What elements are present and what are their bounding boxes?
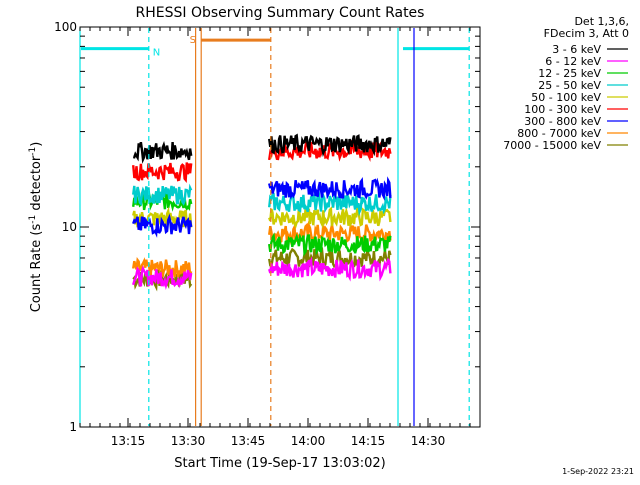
footer-timestamp: 1-Sep-2022 23:21 — [562, 467, 634, 476]
series-300-800-kev — [132, 176, 392, 238]
legend-label: 6 - 12 keV — [545, 55, 601, 68]
series-trace-segment-2 — [268, 133, 392, 158]
legend-entry: 800 - 7000 keV — [517, 127, 628, 140]
series-trace-segment-2 — [268, 232, 392, 257]
chart-title: RHESSI Observing Summary Count Rates — [136, 5, 425, 21]
marker-layer: NS — [79, 28, 470, 426]
series-trace-segment-2 — [268, 256, 392, 282]
series-layer — [132, 133, 392, 292]
marker-label: S — [190, 35, 196, 46]
marker-bar-1: N — [81, 47, 160, 59]
x-tick-label: 14:00 — [291, 434, 326, 448]
x-tick-label: 13:45 — [231, 434, 266, 448]
series-trace-segment-1 — [132, 162, 193, 183]
y-axis-label: Count Rate (s-1 detector-1) — [28, 142, 44, 313]
legend-header-line-1: Det 1,3,6, — [574, 15, 629, 28]
series-trace-segment-2 — [268, 220, 392, 247]
legend-label: 50 - 100 keV — [531, 91, 601, 104]
legend-entry: 7000 - 15000 keV — [503, 139, 628, 152]
legend-label: 25 - 50 keV — [538, 79, 601, 92]
series-trace-segment-1 — [132, 256, 193, 278]
legend-label: 7000 - 15000 keV — [503, 139, 601, 152]
legend-entry: 12 - 25 keV — [538, 67, 628, 80]
legend-entry: 6 - 12 keV — [545, 55, 628, 68]
series-trace-segment-1 — [132, 140, 193, 164]
axes-layer: 1 10 100 13:15 13:30 13:45 14:00 14:15 14:30 — [54, 20, 481, 448]
legend-entry: 300 - 800 keV — [524, 115, 628, 128]
series-trace-segment-2 — [268, 205, 392, 229]
series-trace-segment-2 — [268, 190, 392, 217]
y-tick-label: 100 — [54, 20, 77, 34]
x-tick-label: 13:15 — [111, 434, 146, 448]
x-axis-label: Start Time (19-Sep-17 13:03:02) — [174, 456, 385, 471]
x-tick-label: 14:15 — [351, 434, 386, 448]
x-tick-label: 13:30 — [171, 434, 206, 448]
legend-label: 12 - 25 keV — [538, 67, 601, 80]
series-trace-segment-1 — [132, 213, 193, 238]
legend-entry: 25 - 50 keV — [538, 79, 628, 92]
legend-label: 100 - 300 keV — [524, 103, 601, 116]
legend-label: 3 - 6 keV — [552, 43, 601, 56]
legend-entry: 3 - 6 keV — [552, 43, 628, 56]
y-tick-label: 1 — [69, 420, 77, 434]
legend-label: 800 - 7000 keV — [517, 127, 601, 140]
series-25-50-kev — [132, 183, 392, 217]
series-6-12-kev — [132, 256, 392, 290]
y-tick-label: 10 — [62, 220, 77, 234]
x-tick-label: 14:30 — [411, 434, 446, 448]
series-trace-segment-1 — [132, 183, 193, 207]
legend-label: 300 - 800 keV — [524, 115, 601, 128]
legend-entry: 100 - 300 keV — [524, 103, 628, 116]
series-trace-segment-2 — [268, 176, 392, 201]
legend-entry: 50 - 100 keV — [531, 91, 628, 104]
series-trace-segment-1 — [132, 265, 193, 290]
marker-label: N — [153, 48, 160, 59]
series-3-6-kev — [132, 133, 392, 164]
marker-bar-2: S — [190, 35, 271, 46]
legend-header-line-2: FDecim 3, Att 0 — [544, 27, 629, 40]
